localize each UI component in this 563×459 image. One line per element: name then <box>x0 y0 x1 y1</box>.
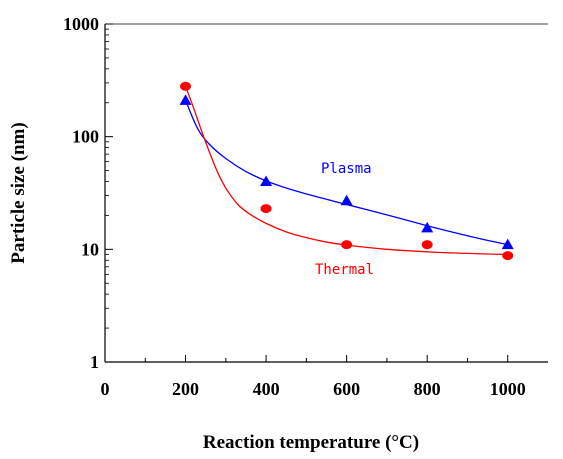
axis-ticks: 0 200 400 600 800 1000 1 10 100 1000 <box>63 14 526 399</box>
plasma-data-point <box>340 194 353 206</box>
y-tick-label: 1000 <box>63 14 99 34</box>
x-tick-label: 600 <box>333 379 360 399</box>
thermal-data-point <box>341 240 353 250</box>
x-tick-label: 400 <box>253 379 280 399</box>
plasma-data-point <box>421 221 434 233</box>
x-tick-label: 1000 <box>490 379 526 399</box>
thermal-series-label: Thermal <box>315 262 374 278</box>
x-axis-title: Reaction temperature (°C) <box>203 432 419 453</box>
thermal-data-point <box>260 204 272 214</box>
x-tick-label: 0 <box>101 379 110 399</box>
thermal-data-point <box>180 81 192 91</box>
y-axis-title: Particle size (nm) <box>8 122 29 263</box>
plot-frame <box>104 23 548 363</box>
data-markers <box>179 81 514 261</box>
plasma-series-label: Plasma <box>321 161 372 177</box>
y-tick-label: 100 <box>72 127 99 147</box>
x-tick-label: 200 <box>172 379 199 399</box>
x-tick-label: 800 <box>414 379 441 399</box>
plasma-data-point <box>260 175 273 187</box>
fit-curves <box>184 86 508 256</box>
plasma-fit-curve <box>184 100 508 246</box>
y-tick-label: 10 <box>81 239 99 259</box>
plasma-data-point <box>501 238 514 250</box>
thermal-fit-curve <box>184 86 508 256</box>
plasma-data-point <box>179 94 192 105</box>
thermal-data-point <box>421 240 433 250</box>
thermal-data-point <box>502 251 514 261</box>
y-tick-label: 1 <box>90 352 99 372</box>
